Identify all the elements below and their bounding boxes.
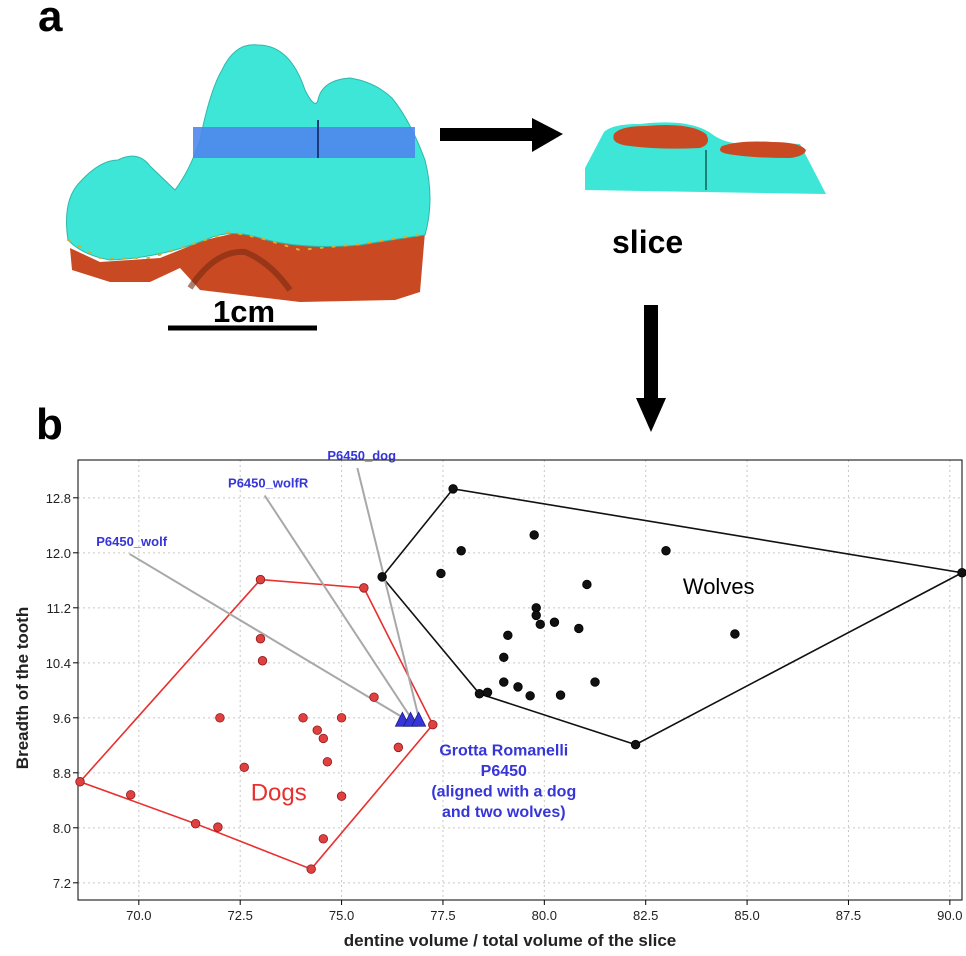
- specimen-caption-line: (aligned with a dog: [431, 784, 576, 801]
- y-axis-ticks: 7.2 8.0 8.8 9.6 10.4 11.2 12.0 12.8: [46, 491, 78, 891]
- dogs-point: [126, 790, 136, 800]
- y-tick-label: 7.2: [53, 876, 71, 891]
- specimen-markers: [394, 711, 427, 727]
- wolves-point: [474, 689, 485, 699]
- specimen-leader-line: [263, 494, 412, 718]
- x-tick-label: 85.0: [734, 908, 759, 923]
- arrow-right-icon: [440, 118, 563, 152]
- dogs-point: [298, 713, 308, 723]
- specimen-caption-line: P6450: [481, 763, 527, 780]
- dogs-point: [190, 818, 201, 829]
- wolves-point: [456, 546, 466, 556]
- dogs-point: [322, 757, 333, 767]
- dogs-point: [318, 733, 329, 744]
- slice-band: [193, 127, 415, 158]
- wolves-point: [499, 677, 509, 687]
- wolves-point: [499, 652, 509, 663]
- specimen-triangle: [410, 711, 427, 727]
- wolves-point: [377, 572, 387, 582]
- dogs-point: [255, 634, 266, 644]
- y-tick-label: 11.2: [47, 601, 71, 616]
- tooth-root: [70, 232, 425, 302]
- wolves-hull: [381, 488, 965, 746]
- wolves-point: [529, 530, 539, 540]
- dogs-point: [213, 822, 223, 832]
- x-tick-label: 72.5: [228, 908, 253, 923]
- y-tick-label: 10.4: [46, 656, 71, 671]
- wolves-point: [482, 687, 493, 698]
- group-label: Wolves: [683, 574, 755, 599]
- wolves-point: [503, 630, 513, 641]
- dogs-point: [75, 777, 85, 787]
- specimen-caption-line: and two wolves): [442, 804, 566, 821]
- x-tick-label: 77.5: [430, 908, 455, 923]
- dogs-point: [336, 791, 347, 801]
- chart-labels: P6450_wolf P6450_wolfR P6450_dog Wolves Dogs…: [96, 448, 754, 821]
- panel-b-label: b: [36, 400, 63, 449]
- specimen-label: P6450_wolfR: [228, 476, 309, 491]
- x-tick-label: 90.0: [937, 908, 962, 923]
- wolves-point: [590, 677, 600, 687]
- panel-a-label: a: [38, 0, 63, 41]
- x-tick-label: 70.0: [126, 908, 151, 923]
- dogs-point: [336, 713, 347, 723]
- slice-illustration: [585, 122, 826, 194]
- scale-label: 1cm: [213, 294, 276, 329]
- group-label: Dogs: [251, 779, 307, 806]
- x-axis-ticks: 70.0 72.5 75.0 77.5 80.0 82.5 85.0 87.5 90.0: [126, 900, 962, 923]
- wolves-point: [574, 623, 584, 634]
- x-axis-label: dentine volume / total volume of the sli…: [344, 931, 677, 950]
- dogs-point: [255, 574, 266, 585]
- x-tick-label: 80.0: [532, 908, 557, 923]
- x-tick-label: 87.5: [836, 908, 861, 923]
- specimen-caption-line: Grotta Romanelli: [439, 743, 568, 760]
- wolves-point: [555, 690, 566, 700]
- wolves-point: [957, 568, 966, 578]
- dogs-hull: [78, 578, 434, 871]
- dogs-point: [318, 834, 329, 844]
- y-axis-label: Breadth of the tooth: [13, 607, 32, 769]
- wolves-point: [513, 682, 523, 692]
- wolves-point: [436, 568, 446, 579]
- slice-label: slice: [612, 224, 684, 260]
- wolves-point: [582, 579, 592, 590]
- dogs-point: [393, 742, 404, 753]
- y-tick-label: 12.8: [46, 491, 71, 506]
- specimen-label: P6450_dog: [327, 448, 396, 463]
- wolves-point: [531, 610, 541, 621]
- dogs-point: [306, 864, 316, 874]
- specimen-leader-line: [356, 467, 420, 718]
- dogs-point: [369, 692, 379, 702]
- dogs-point: [312, 725, 322, 735]
- grid: [78, 460, 962, 900]
- wolves-point: [730, 629, 740, 639]
- data-points: [75, 484, 966, 874]
- x-tick-label: 82.5: [633, 908, 658, 923]
- y-tick-label: 8.8: [53, 766, 71, 781]
- plot-frame: [77, 459, 963, 901]
- specimen-leaders: [129, 467, 420, 719]
- wolves-point: [661, 546, 671, 556]
- dogs-point: [257, 656, 268, 666]
- y-tick-label: 12.0: [46, 546, 71, 561]
- dogs-point: [428, 719, 438, 730]
- dogs-point: [239, 762, 249, 773]
- dogs-point: [359, 583, 369, 593]
- arrow-down-icon: [636, 305, 666, 432]
- dogs-point: [215, 713, 225, 723]
- wolves-point: [535, 619, 545, 630]
- y-tick-label: 8.0: [53, 821, 71, 836]
- cervical-line: [67, 230, 426, 259]
- x-tick-label: 75.0: [329, 908, 354, 923]
- wolves-point: [549, 617, 560, 627]
- specimen-leader-line: [129, 553, 403, 719]
- y-tick-label: 9.6: [53, 711, 71, 726]
- wolves-point: [630, 739, 641, 750]
- specimen-label: P6450_wolf: [96, 534, 167, 549]
- wolves-point: [525, 691, 535, 701]
- wolves-point: [448, 484, 458, 494]
